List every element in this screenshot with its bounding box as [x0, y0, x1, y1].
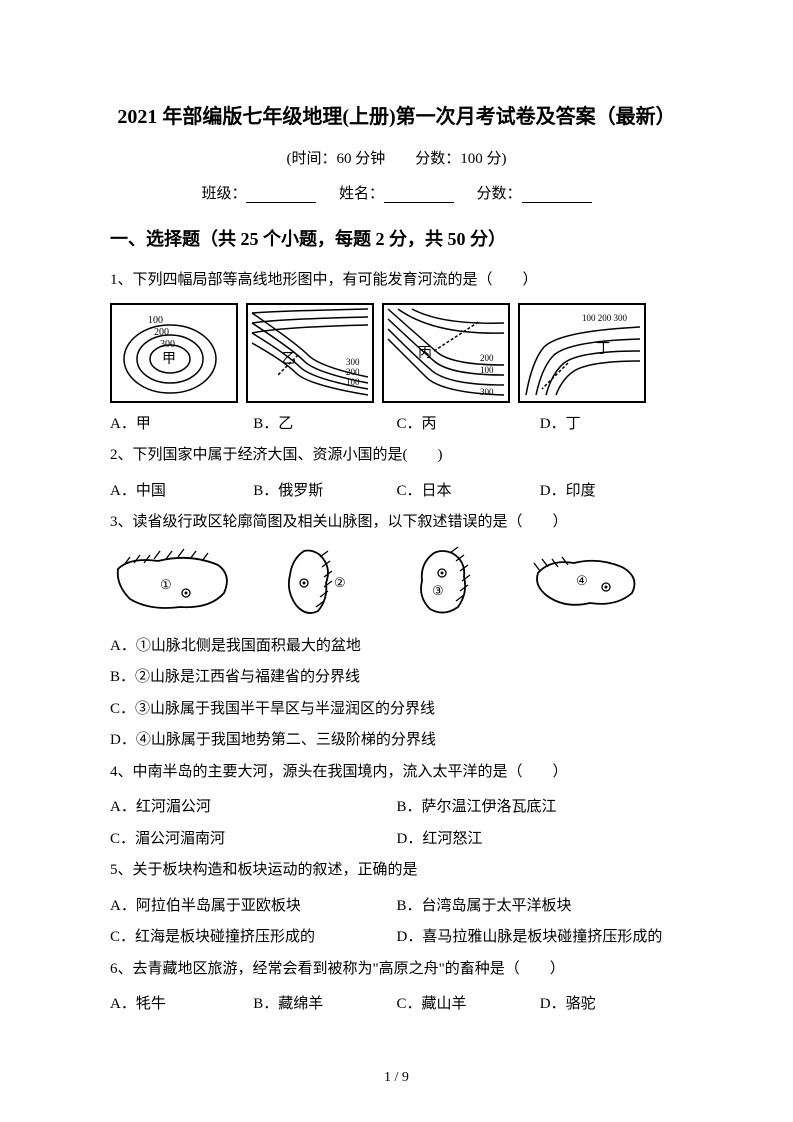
q5-opt-d: D．喜马拉雅山脉是板块碰撞挤压形成的 — [397, 922, 684, 954]
q1-figures: 100 200 300 甲 乙 300 200 100 — [110, 303, 683, 403]
q1-fig4-v: 100 200 300 — [582, 313, 628, 323]
q1-fig1-label: 甲 — [162, 352, 176, 367]
question-1: 1、下列四幅局部等高线地形图中，有可能发育河流的是（ ） 100 200 300… — [110, 265, 683, 440]
q6-num: 6、 — [110, 961, 133, 977]
q2-options: A．中国 B．俄罗斯 C．日本 D．印度 — [110, 476, 683, 508]
name-label: 姓名： — [339, 186, 384, 202]
q5-opt-b: B．台湾岛属于太平洋板块 — [397, 891, 684, 923]
class-label: 班级： — [201, 186, 246, 202]
q5-options-row2: C．红海是板块碰撞挤压形成的 D．喜马拉雅山脉是板块碰撞挤压形成的 — [110, 922, 683, 954]
q3-map2-label: ② — [334, 575, 346, 590]
subtitle: (时间：60 分钟 分数：100 分) — [110, 147, 683, 168]
q3-opt-b: B．②山脉是江西省与福建省的分界线 — [110, 662, 683, 694]
q3-num: 3、 — [110, 514, 133, 530]
q1-fig2-v2: 200 — [346, 367, 360, 377]
q3-map4-label: ④ — [576, 573, 588, 588]
q6-opt-b: B．藏绵羊 — [253, 989, 396, 1021]
question-2: 2、下列国家中属于经济大国、资源小国的是( ) A．中国 B．俄罗斯 C．日本 … — [110, 440, 683, 507]
q6-options: A．牦牛 B．藏绵羊 C．藏山羊 D．骆驼 — [110, 989, 683, 1021]
q1-fig3-label: 丙 — [418, 346, 432, 361]
q1-fig-1: 100 200 300 甲 — [110, 303, 238, 403]
q3-opt-d: D．④山脉属于我国地势第二、三级阶梯的分界线 — [110, 725, 683, 757]
q4-opt-a: A．红河湄公河 — [110, 792, 397, 824]
q5-options-row1: A．阿拉伯半岛属于亚欧板块 B．台湾岛属于太平洋板块 — [110, 891, 683, 923]
q1-fig1-v2: 200 — [154, 327, 169, 338]
q3-map3-label: ③ — [432, 583, 444, 598]
q5-text: 关于板块构造和板块运动的叙述，正确的是 — [133, 862, 418, 878]
q5-opt-a: A．阿拉伯半岛属于亚欧板块 — [110, 891, 397, 923]
q1-fig1-v1: 100 — [148, 315, 163, 326]
q5-opt-c: C．红海是板块碰撞挤压形成的 — [110, 922, 397, 954]
score-blank — [522, 187, 592, 203]
section-header: 一、选择题（共 25 个小题，每题 2 分，共 50 分） — [110, 225, 683, 251]
question-6: 6、去青藏地区旅游，经常会看到被称为"高原之舟"的畜种是（ ） A．牦牛 B．藏… — [110, 954, 683, 1021]
score-label: 分数： — [477, 186, 522, 202]
q1-fig4-label: 丁 — [596, 342, 610, 357]
q2-opt-a: A．中国 — [110, 476, 253, 508]
q1-options: A．甲 B．乙 C．丙 D．丁 — [110, 409, 683, 441]
q3-opt-a: A．①山脉北侧是我国面积最大的盆地 — [110, 631, 683, 663]
q1-fig-4: 100 200 300 丁 — [518, 303, 646, 403]
class-blank — [246, 187, 316, 203]
q4-opt-c: C．湄公河湄南河 — [110, 824, 397, 856]
q3-maps: ① ② ③ — [110, 545, 683, 623]
page-title: 2021 年部编版七年级地理(上册)第一次月考试卷及答案（最新） — [110, 100, 683, 129]
q4-text: 中南半岛的主要大河，源头在我国境内，流入太平洋的是（ ） — [133, 764, 568, 780]
q1-opt-a: A．甲 — [110, 409, 253, 441]
q2-opt-b: B．俄罗斯 — [253, 476, 396, 508]
q3-map-4: ④ — [524, 545, 654, 623]
q3-opt-c: C．③山脉属于我国半干旱区与半湿润区的分界线 — [110, 694, 683, 726]
q6-text: 去青藏地区旅游，经常会看到被称为"高原之舟"的畜种是（ ） — [133, 961, 565, 977]
q3-map-2: ② — [248, 545, 378, 623]
page-number: 1 / 9 — [0, 1070, 793, 1086]
q6-opt-c: C．藏山羊 — [397, 989, 540, 1021]
q1-opt-d: D．丁 — [540, 409, 683, 441]
q1-fig2-v3: 100 — [346, 377, 360, 387]
q3-map-3: ③ — [386, 545, 516, 623]
question-4: 4、中南半岛的主要大河，源头在我国境内，流入太平洋的是（ ） A．红河湄公河 B… — [110, 757, 683, 856]
question-3: 3、读省级行政区轮廓简图及相关山脉图，以下叙述错误的是（ ） ① ② — [110, 507, 683, 757]
q1-opt-c: C．丙 — [397, 409, 540, 441]
q5-num: 5、 — [110, 862, 133, 878]
q4-options-row1: A．红河湄公河 B．萨尔温江伊洛瓦底江 — [110, 792, 683, 824]
q4-options-row2: C．湄公河湄南河 D．红河怒江 — [110, 824, 683, 856]
q4-opt-d: D．红河怒江 — [397, 824, 684, 856]
q2-text: 下列国家中属于经济大国、资源小国的是( ) — [133, 447, 443, 463]
q1-fig3-v1: 200 — [480, 353, 494, 363]
q1-fig-2: 乙 300 200 100 — [246, 303, 374, 403]
q4-num: 4、 — [110, 764, 133, 780]
q2-opt-c: C．日本 — [397, 476, 540, 508]
q1-opt-b: B．乙 — [253, 409, 396, 441]
q4-opt-b: B．萨尔温江伊洛瓦底江 — [397, 792, 684, 824]
q1-fig3-v2: 100 — [480, 365, 494, 375]
q1-fig2-v1: 300 — [346, 357, 360, 367]
q3-map1-label: ① — [160, 577, 172, 592]
q3-text: 读省级行政区轮廓简图及相关山脉图，以下叙述错误的是（ ） — [133, 514, 568, 530]
q2-opt-d: D．印度 — [540, 476, 683, 508]
q3-map-1: ① — [110, 545, 240, 623]
q1-num: 1、 — [110, 272, 133, 288]
name-blank — [384, 187, 454, 203]
q1-text: 下列四幅局部等高线地形图中，有可能发育河流的是（ ） — [133, 272, 538, 288]
q6-opt-a: A．牦牛 — [110, 989, 253, 1021]
q1-fig1-v3: 300 — [160, 339, 175, 350]
question-5: 5、关于板块构造和板块运动的叙述，正确的是 A．阿拉伯半岛属于亚欧板块 B．台湾… — [110, 855, 683, 954]
q2-num: 2、 — [110, 447, 133, 463]
q1-fig3-v3: 300 — [480, 387, 494, 397]
q1-fig-3: 丙 200 100 300 — [382, 303, 510, 403]
info-line: 班级： 姓名： 分数： — [110, 182, 683, 203]
q6-opt-d: D．骆驼 — [540, 989, 683, 1021]
